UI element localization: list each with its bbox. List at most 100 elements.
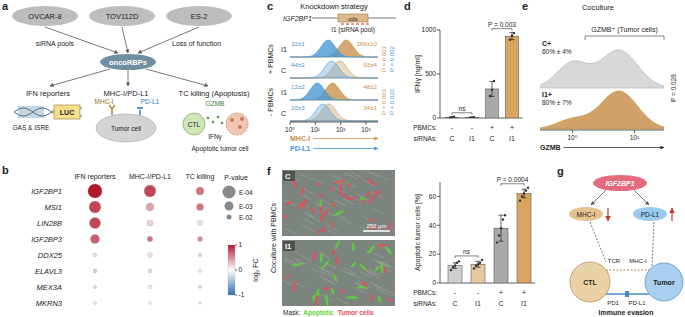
tag-bg bbox=[283, 241, 295, 251]
error-line bbox=[472, 117, 473, 118]
pdl1-icon bbox=[137, 108, 143, 115]
sirna-mark bbox=[356, 24, 359, 25]
category-label: - bbox=[477, 289, 480, 296]
cell-mask bbox=[334, 240, 341, 250]
tag-bg bbox=[283, 171, 295, 181]
row-title: siRNAs: bbox=[414, 135, 438, 142]
cell-texture bbox=[284, 258, 296, 264]
p-label: P = 0.028 bbox=[670, 74, 677, 102]
histogram bbox=[540, 91, 664, 129]
arrow bbox=[50, 69, 110, 86]
cell-mask bbox=[386, 297, 394, 303]
error-bar bbox=[450, 116, 455, 118]
p-label: P = 0.020 bbox=[389, 88, 395, 114]
comparison-label: P = 0.0004 bbox=[497, 176, 529, 183]
axis-title: MHC-I bbox=[290, 135, 310, 142]
label: GAS & ISRE bbox=[13, 124, 51, 131]
arrow bbox=[146, 69, 208, 86]
readout-title: TC killing (Apoptosis) bbox=[179, 89, 250, 98]
label: Loss of function bbox=[172, 40, 221, 47]
cell-texture bbox=[312, 178, 324, 184]
gene-name: IGF2BP1 bbox=[31, 187, 62, 196]
label: Tumor bbox=[653, 279, 675, 286]
tick bbox=[235, 245, 237, 246]
cell-texture bbox=[377, 260, 389, 266]
cell-texture bbox=[367, 272, 379, 278]
row-title: PBMCs: bbox=[413, 124, 437, 131]
axis-arrow bbox=[313, 148, 378, 149]
data-label: 48±2 bbox=[363, 83, 377, 90]
label: oncoRBPs bbox=[109, 58, 147, 67]
title: Coculture bbox=[582, 3, 614, 12]
legend-label: E-03 bbox=[239, 203, 253, 210]
cell-mask bbox=[360, 280, 368, 288]
data-point bbox=[479, 262, 481, 264]
axis-arrow bbox=[564, 147, 664, 148]
mask-label: Mask: bbox=[283, 309, 301, 316]
data-point bbox=[454, 264, 456, 266]
title: Knockdown strategy bbox=[300, 2, 368, 11]
cell-mask bbox=[350, 261, 357, 268]
category-label: - bbox=[451, 124, 454, 131]
row-label: I1 bbox=[281, 46, 287, 53]
cell-mask bbox=[369, 294, 374, 302]
dot bbox=[198, 269, 201, 272]
size-legend-dot bbox=[223, 186, 236, 199]
data-label: 20±3 bbox=[291, 104, 305, 111]
cell-texture bbox=[345, 173, 357, 179]
histograms bbox=[290, 40, 378, 121]
cell-line bbox=[12, 6, 78, 26]
histogram bbox=[540, 50, 664, 88]
category-label: I1 bbox=[521, 300, 527, 307]
error-bar bbox=[522, 189, 527, 198]
cell-mask bbox=[315, 294, 319, 306]
cell-texture bbox=[299, 194, 311, 200]
cell-texture bbox=[323, 279, 335, 285]
cell-texture bbox=[322, 269, 334, 275]
legend-title: log₂ FC bbox=[252, 258, 260, 281]
cell-texture bbox=[337, 299, 349, 305]
bar bbox=[466, 117, 479, 118]
cell-mask bbox=[331, 202, 337, 208]
cell-line-name: OVCAR-8 bbox=[28, 12, 61, 21]
tumor-cell bbox=[645, 263, 683, 301]
axis-arrow bbox=[313, 138, 378, 139]
data-point bbox=[473, 116, 475, 118]
cell-texture bbox=[370, 282, 382, 288]
gene-name: MSI1 bbox=[44, 203, 62, 212]
cds-box bbox=[338, 14, 368, 22]
bar bbox=[446, 117, 459, 118]
cell-line-name: ES-2 bbox=[191, 12, 208, 21]
histogram bbox=[290, 40, 378, 57]
category-label: + bbox=[522, 289, 526, 296]
label: TCR bbox=[608, 258, 621, 264]
granule bbox=[207, 117, 210, 120]
tcr-mhc-link bbox=[606, 270, 649, 271]
comparison-bracket bbox=[455, 256, 478, 258]
cell-texture bbox=[302, 218, 314, 224]
micrograph-content bbox=[283, 171, 395, 234]
cell-mask bbox=[351, 242, 355, 251]
cell-mask bbox=[346, 296, 359, 299]
cell-mask bbox=[317, 194, 323, 197]
cell-texture bbox=[300, 255, 312, 261]
series-label: C+ bbox=[542, 40, 551, 47]
data-point bbox=[456, 262, 458, 264]
error-line bbox=[455, 263, 456, 269]
histogram bbox=[290, 61, 378, 78]
data-point bbox=[525, 189, 527, 191]
cell-mask bbox=[374, 266, 380, 272]
bars bbox=[446, 32, 519, 118]
cell-mask bbox=[374, 191, 381, 194]
label: PD1 bbox=[607, 300, 619, 306]
comparison-label: ns bbox=[463, 248, 471, 255]
arrow bbox=[591, 190, 606, 205]
cell-texture bbox=[341, 269, 353, 275]
tick bbox=[437, 283, 440, 284]
p-label: P = 0.002 bbox=[389, 45, 395, 71]
cell-mask bbox=[300, 187, 304, 196]
legend-label: E-04 bbox=[239, 189, 253, 196]
data-label: 60% ± 4% bbox=[542, 48, 572, 55]
label: CTL bbox=[583, 279, 597, 286]
fragment bbox=[238, 125, 242, 129]
